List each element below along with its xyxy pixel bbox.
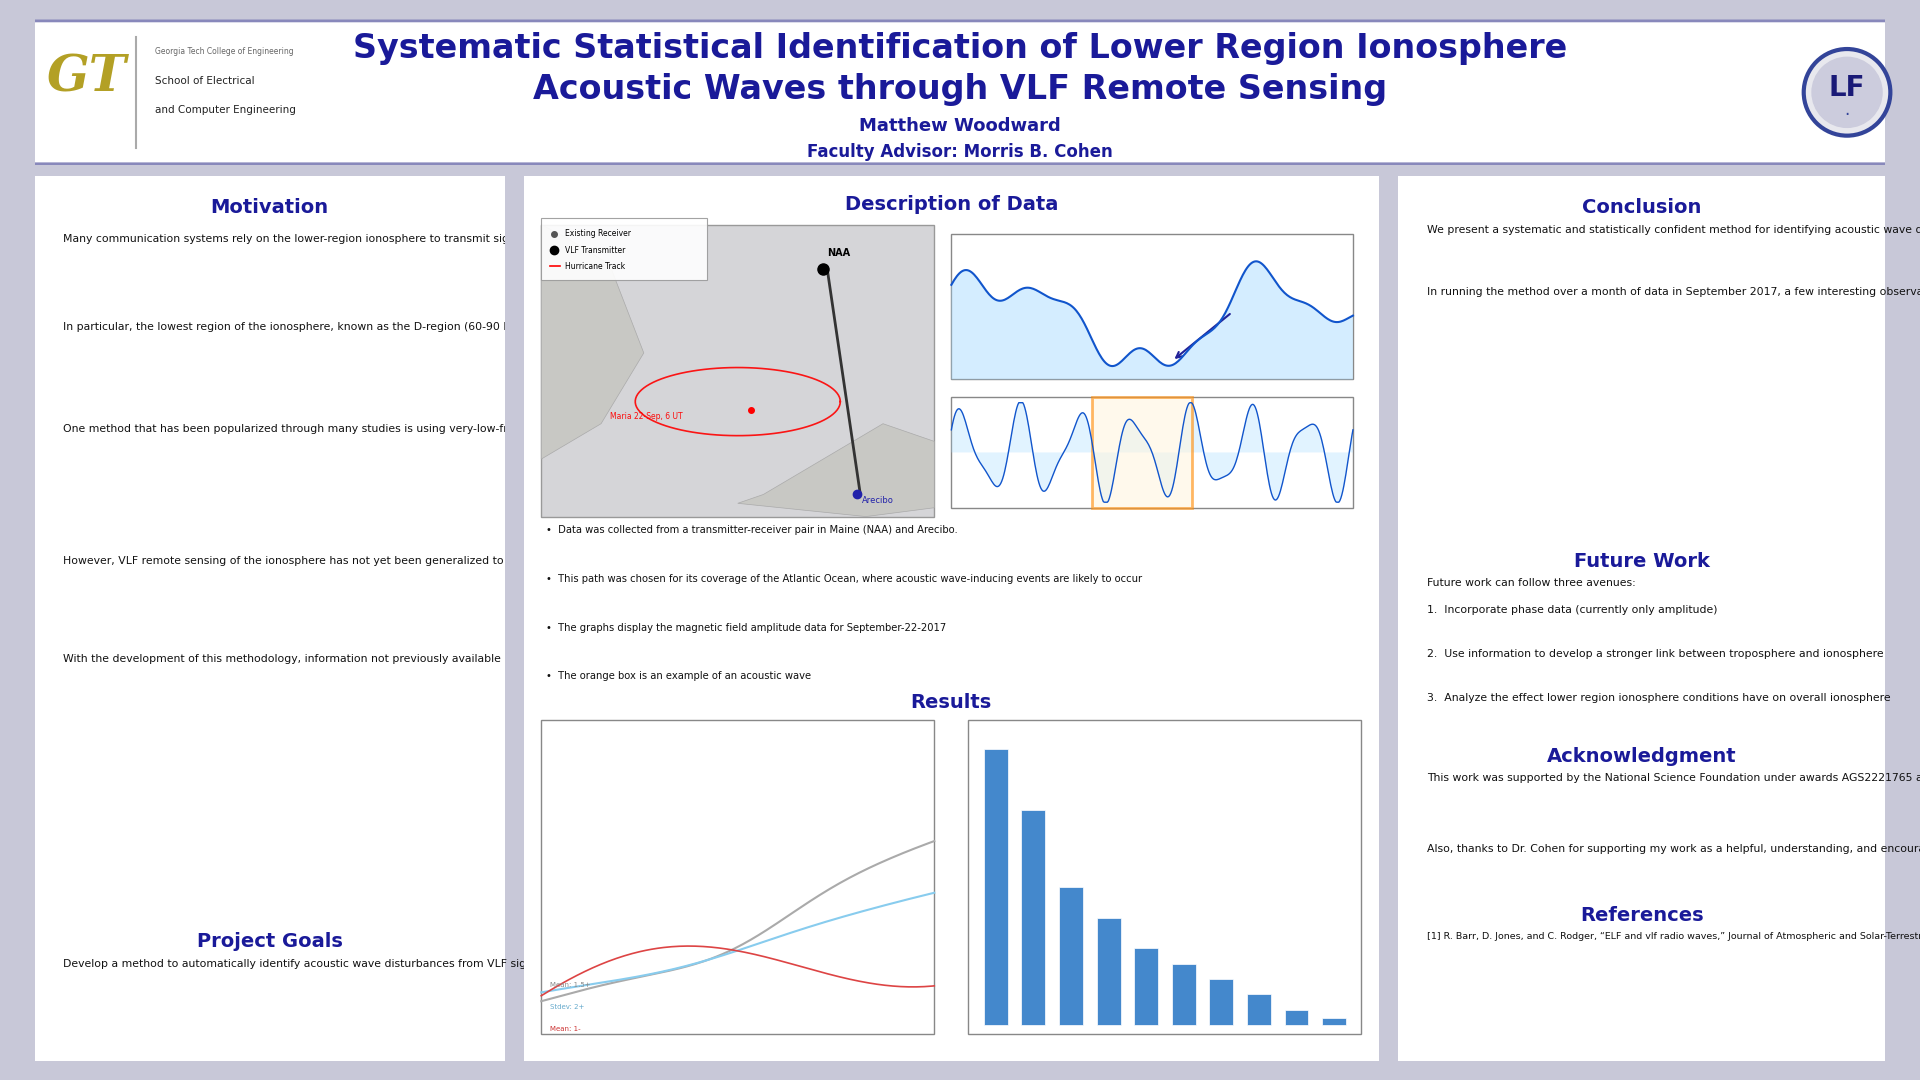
Text: NAA: NAA [828, 247, 851, 258]
Text: Existing Receiver: Existing Receiver [564, 229, 632, 238]
Text: [1] R. Barr, D. Jones, and C. Rodger, “ELF and vlf radio waves,” Journal of Atmo: [1] R. Barr, D. Jones, and C. Rodger, “E… [1427, 932, 1920, 942]
Bar [1323, 1017, 1346, 1025]
Bar [952, 233, 1354, 379]
Text: Stdev: 2+: Stdev: 2+ [549, 1004, 584, 1010]
Bar [541, 720, 935, 1034]
Text: References: References [1580, 906, 1703, 924]
Bar [541, 225, 935, 516]
Text: Motivation: Motivation [211, 198, 328, 217]
FancyBboxPatch shape [520, 172, 1382, 1065]
Text: Many communication systems rely on the lower-region ionosphere to transmit signa: Many communication systems rely on the l… [63, 233, 885, 243]
Text: We present a systematic and statistically confident method for identifying acous: We present a systematic and statisticall… [1427, 225, 1920, 234]
Text: One method that has been popularized through many studies is using very-low-freq: One method that has been popularized thr… [63, 423, 1619, 434]
Text: In running the method over a month of data in September 2017, a few interesting : In running the method over a month of da… [1427, 286, 1920, 297]
Bar [983, 748, 1008, 1025]
Text: Develop a method to automatically identify acoustic wave disturbances from VLF s: Develop a method to automatically identi… [63, 959, 580, 969]
Text: •  The graphs display the magnetic field amplitude data for September-22-2017: • The graphs display the magnetic field … [545, 623, 947, 633]
Circle shape [1812, 57, 1882, 127]
Text: Mean: 1-: Mean: 1- [549, 1026, 580, 1031]
Text: Project Goals: Project Goals [198, 932, 342, 951]
Text: LF: LF [1828, 73, 1866, 102]
Text: Acknowledgment: Acknowledgment [1548, 746, 1736, 766]
Text: Mean: 1.5+: Mean: 1.5+ [549, 982, 591, 988]
Bar [1096, 918, 1121, 1025]
Text: Description of Data: Description of Data [845, 195, 1058, 215]
Text: 2.  Use information to develop a stronger link between troposphere and ionospher: 2. Use information to develop a stronger… [1427, 649, 1884, 659]
Bar [1246, 995, 1271, 1025]
Text: Results: Results [910, 693, 993, 713]
FancyBboxPatch shape [1396, 167, 1887, 1069]
Bar [1060, 887, 1083, 1025]
Text: GT: GT [46, 53, 127, 103]
Text: 3.  Analyze the effect lower region ionosphere conditions have on overall ionosp: 3. Analyze the effect lower region ionos… [1427, 693, 1891, 703]
Text: Systematic Statistical Identification of Lower Region Ionosphere: Systematic Statistical Identification of… [353, 32, 1567, 65]
Text: •  This path was chosen for its coverage of the Atlantic Ocean, where acoustic w: • This path was chosen for its coverage … [545, 575, 1142, 584]
FancyBboxPatch shape [541, 218, 707, 280]
Text: Matthew Woodward: Matthew Woodward [858, 117, 1062, 135]
Text: Future Work: Future Work [1574, 552, 1709, 571]
Polygon shape [952, 261, 1354, 379]
Text: •  The orange box is an example of an acoustic wave: • The orange box is an example of an aco… [545, 672, 810, 681]
Text: With the development of this methodology, information not previously available o: With the development of this methodology… [63, 653, 1215, 664]
Bar [1135, 948, 1158, 1025]
FancyBboxPatch shape [17, 21, 1903, 164]
Polygon shape [541, 225, 643, 459]
Bar [1021, 810, 1044, 1025]
Bar [952, 397, 1354, 508]
Text: Conclusion: Conclusion [1582, 198, 1701, 217]
Text: However, VLF remote sensing of the ionosphere has not yet been generalized to pr: However, VLF remote sensing of the ionos… [63, 556, 975, 566]
Text: Faculty Advisor: Morris B. Cohen: Faculty Advisor: Morris B. Cohen [806, 144, 1114, 161]
Text: Arecibo: Arecibo [862, 497, 893, 505]
Circle shape [1803, 49, 1891, 136]
Text: This work was supported by the National Science Foundation under awards AGS22217: This work was supported by the National … [1427, 773, 1920, 783]
Text: Future work can follow three avenues:: Future work can follow three avenues: [1427, 579, 1636, 589]
Text: Also, thanks to Dr. Cohen for supporting my work as a helpful, understanding, an: Also, thanks to Dr. Cohen for supporting… [1427, 843, 1920, 854]
Text: ·: · [1845, 107, 1849, 124]
Bar [1092, 397, 1192, 508]
Bar [1284, 1010, 1309, 1025]
Text: Acoustic Waves through VLF Remote Sensing: Acoustic Waves through VLF Remote Sensin… [534, 73, 1386, 106]
Bar [968, 720, 1361, 1034]
Text: VLF Transmitter: VLF Transmitter [564, 246, 626, 255]
Bar [1210, 980, 1233, 1025]
Polygon shape [737, 423, 935, 516]
Text: Hurricane Track: Hurricane Track [564, 261, 626, 271]
Text: In particular, the lowest region of the ionosphere, known as the D-region (60-90: In particular, the lowest region of the … [63, 322, 1046, 332]
Text: 1.  Incorporate phase data (currently only amplitude): 1. Incorporate phase data (currently onl… [1427, 605, 1718, 615]
Text: Maria 22-Sep, 6 UT: Maria 22-Sep, 6 UT [611, 413, 682, 421]
Bar [1171, 963, 1196, 1025]
Text: Georgia Tech College of Engineering: Georgia Tech College of Engineering [156, 48, 294, 56]
FancyBboxPatch shape [33, 167, 507, 1069]
Text: School of Electrical: School of Electrical [156, 76, 255, 85]
Polygon shape [952, 403, 1354, 502]
Text: •  Data was collected from a transmitter-receiver pair in Maine (NAA) and Arecib: • Data was collected from a transmitter-… [545, 526, 958, 536]
Text: and Computer Engineering: and Computer Engineering [156, 105, 296, 114]
